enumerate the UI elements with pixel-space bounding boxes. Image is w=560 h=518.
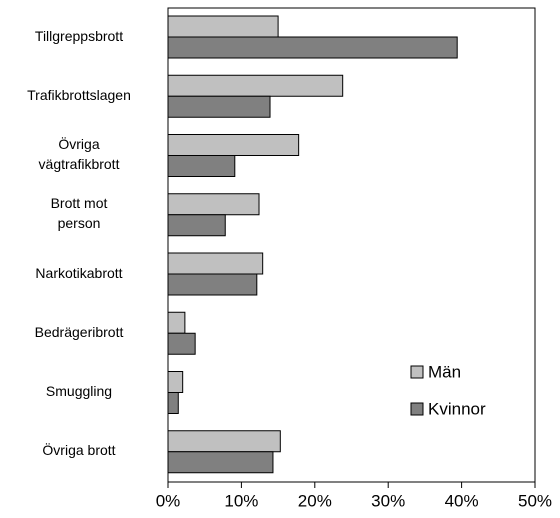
bar — [167, 430, 281, 453]
category-label: Smuggling — [45, 383, 113, 400]
bar — [167, 193, 260, 216]
x-tick-label: 30% — [371, 491, 405, 510]
bar — [167, 252, 264, 275]
legend-swatch — [410, 365, 424, 379]
category-label: Övriga brott — [42, 442, 116, 459]
x-tick-label: 40% — [445, 491, 479, 510]
bar — [167, 95, 271, 118]
category-label: Narkotikabrott — [35, 264, 123, 281]
category-label: Bedrägeribrott — [34, 323, 124, 340]
bar — [167, 392, 179, 414]
legend-label: Kvinnor — [428, 399, 486, 418]
bar — [167, 214, 226, 237]
bar — [167, 332, 196, 355]
x-tick-label: 0% — [156, 491, 181, 510]
x-tick-label: 10% — [224, 491, 258, 510]
bar — [167, 451, 274, 474]
x-tick-label: 50% — [518, 491, 552, 510]
bar — [167, 15, 279, 38]
bar — [167, 74, 344, 97]
category-label: Brott mot person — [50, 195, 108, 232]
bar — [167, 155, 236, 177]
bar — [167, 311, 186, 334]
bar — [167, 371, 184, 393]
category-label: Tillgreppsbrott — [34, 27, 124, 44]
category-label: Övriga vägtrafikbrott — [38, 136, 120, 173]
bar — [167, 273, 258, 296]
bar — [167, 36, 458, 59]
legend-swatch — [410, 402, 424, 416]
legend-label: Män — [428, 362, 461, 381]
category-label: Trafikbrottslagen — [27, 86, 131, 103]
x-tick-label: 20% — [298, 491, 332, 510]
bar — [167, 134, 300, 156]
plot-frame — [167, 7, 536, 483]
